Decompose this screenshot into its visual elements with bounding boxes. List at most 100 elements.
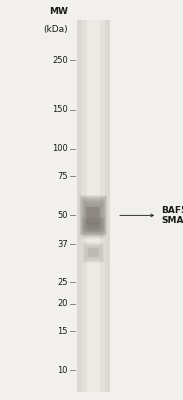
Bar xyxy=(90,250,96,255)
Text: MW: MW xyxy=(49,7,68,16)
Bar xyxy=(85,204,101,227)
Bar xyxy=(87,206,100,225)
Bar xyxy=(80,196,107,235)
Bar xyxy=(89,248,98,257)
Bar xyxy=(91,250,96,255)
Bar xyxy=(82,217,105,238)
Bar xyxy=(85,220,102,236)
Bar xyxy=(79,195,107,236)
Bar xyxy=(92,252,94,254)
Bar xyxy=(83,218,104,238)
Text: 50: 50 xyxy=(57,211,68,220)
Bar xyxy=(92,213,95,218)
Bar xyxy=(87,222,100,233)
Bar xyxy=(92,251,95,254)
Bar xyxy=(85,202,102,228)
Bar xyxy=(86,204,101,226)
Bar xyxy=(86,207,100,224)
Text: 25: 25 xyxy=(57,278,68,287)
Bar xyxy=(93,227,94,228)
Text: 20: 20 xyxy=(57,299,68,308)
Bar xyxy=(89,224,98,232)
Bar xyxy=(82,218,104,238)
Bar xyxy=(90,225,96,230)
Bar xyxy=(87,247,100,258)
Text: 100: 100 xyxy=(52,144,68,153)
Bar xyxy=(89,209,98,222)
Bar xyxy=(93,215,94,216)
Bar xyxy=(89,249,97,256)
Bar xyxy=(92,251,95,254)
Bar xyxy=(88,248,99,258)
Bar xyxy=(88,208,98,223)
Bar xyxy=(87,248,99,257)
Bar xyxy=(92,214,94,217)
Text: 250: 250 xyxy=(52,56,68,65)
Bar xyxy=(82,198,105,232)
Bar xyxy=(86,246,101,259)
Bar xyxy=(83,200,104,231)
Bar xyxy=(83,201,103,230)
Bar xyxy=(84,244,103,261)
Bar xyxy=(91,226,95,230)
Bar xyxy=(87,222,99,233)
Bar xyxy=(86,246,100,259)
Bar xyxy=(86,205,100,226)
Bar xyxy=(86,246,101,260)
Bar xyxy=(87,247,99,258)
Bar xyxy=(91,211,96,220)
Bar xyxy=(85,221,101,235)
Bar xyxy=(81,198,105,233)
Bar xyxy=(86,221,101,234)
Bar xyxy=(84,202,103,229)
Bar xyxy=(81,216,106,239)
Bar xyxy=(84,244,102,261)
Text: (kDa): (kDa) xyxy=(43,25,68,34)
Text: 37: 37 xyxy=(57,240,68,249)
Bar xyxy=(82,20,105,392)
Text: BAF57/
SMARCE1: BAF57/ SMARCE1 xyxy=(161,205,183,226)
Bar xyxy=(88,223,99,232)
Bar xyxy=(87,20,100,392)
Text: 150: 150 xyxy=(52,105,68,114)
Bar xyxy=(84,219,103,236)
Bar xyxy=(83,200,104,230)
Text: 15: 15 xyxy=(57,327,68,336)
Bar xyxy=(82,242,105,263)
Bar xyxy=(81,217,105,238)
Bar xyxy=(83,218,104,237)
Bar xyxy=(89,224,97,232)
Bar xyxy=(91,250,96,255)
Text: 75: 75 xyxy=(57,172,68,181)
Bar xyxy=(88,248,98,257)
Bar xyxy=(84,220,102,236)
Bar xyxy=(80,196,106,234)
Bar xyxy=(86,222,100,234)
Bar xyxy=(87,223,100,232)
Bar xyxy=(85,245,102,260)
Bar xyxy=(90,211,97,220)
Bar xyxy=(92,213,95,218)
Bar xyxy=(90,224,97,231)
Bar xyxy=(90,210,97,221)
Bar xyxy=(82,242,104,263)
Bar xyxy=(93,227,94,228)
Bar xyxy=(90,250,97,256)
Bar xyxy=(92,227,95,229)
Bar xyxy=(81,197,106,234)
Text: 10: 10 xyxy=(57,366,68,375)
Bar xyxy=(92,226,95,229)
Bar xyxy=(87,206,99,224)
Bar xyxy=(83,219,103,237)
Bar xyxy=(91,226,96,230)
Bar xyxy=(87,247,100,258)
Bar xyxy=(91,212,96,219)
Bar xyxy=(93,252,94,253)
Bar xyxy=(85,220,102,235)
Bar xyxy=(82,199,104,232)
Bar xyxy=(89,209,98,222)
Bar xyxy=(85,203,102,228)
Bar xyxy=(89,249,98,256)
Bar xyxy=(83,243,104,262)
Bar xyxy=(83,244,103,262)
